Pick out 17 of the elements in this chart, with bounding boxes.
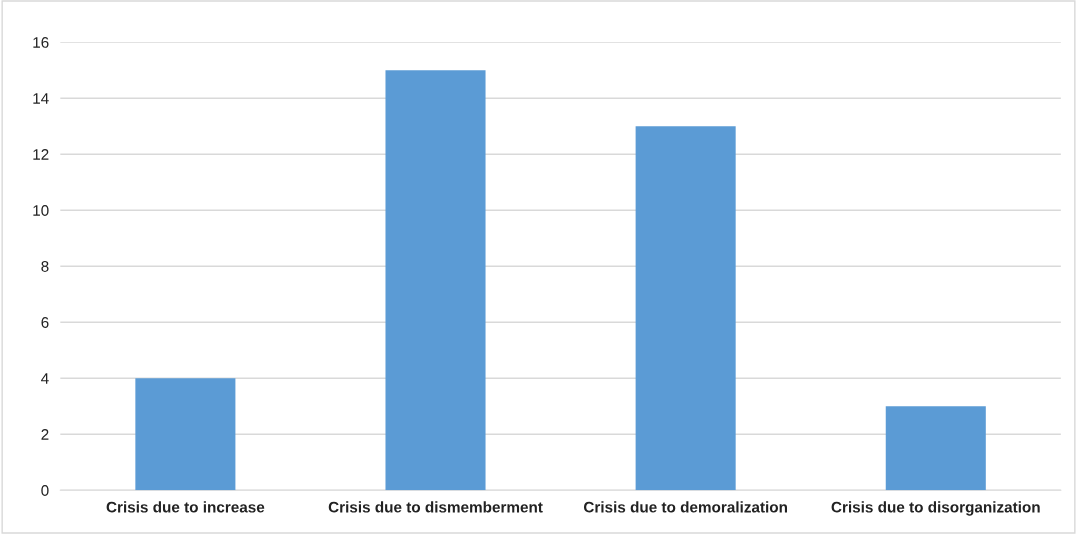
y-tick-label: 0 bbox=[41, 485, 49, 496]
bar bbox=[385, 70, 486, 491]
y-tick-label: 12 bbox=[33, 149, 49, 160]
y-tick-label: 16 bbox=[33, 37, 49, 48]
x-tick-label: Crisis due to demoralization bbox=[583, 501, 787, 513]
bar bbox=[135, 378, 236, 491]
x-tick-label: Crisis due to increase bbox=[106, 501, 265, 513]
bar bbox=[885, 406, 986, 491]
y-tick-label: 8 bbox=[41, 261, 49, 272]
y-tick-label: 14 bbox=[33, 93, 49, 104]
bar bbox=[635, 126, 736, 491]
y-tick-label: 10 bbox=[33, 205, 49, 216]
y-tick-label: 2 bbox=[41, 429, 49, 440]
x-tick-label: Crisis due to disorganization bbox=[831, 501, 1040, 516]
x-tick-label: Crisis due to dismemberment bbox=[328, 501, 543, 513]
y-tick-label: 6 bbox=[41, 317, 49, 328]
y-tick-label: 4 bbox=[41, 373, 49, 384]
